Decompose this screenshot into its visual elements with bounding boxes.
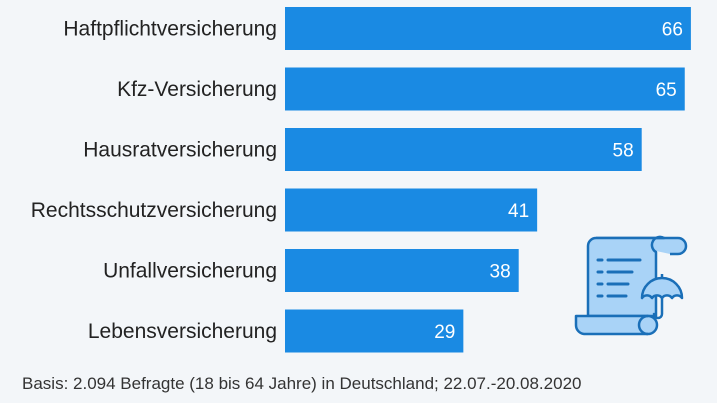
category-label: Lebensversicherung [88,320,277,343]
category-label: Unfallversicherung [103,260,277,283]
category-label: Kfz-Versicherung [117,78,277,101]
category-label: Rechtsschutzversicherung [31,199,277,222]
insurance-document-umbrella-icon [574,235,688,336]
bar [285,67,685,111]
bar-value-label: 38 [490,262,511,283]
bar-chart: Haftpflichtversicherung 66 Kfz-Versicherun… [31,7,691,353]
bar [285,309,464,353]
bar [285,128,642,171]
bar [285,249,519,292]
category-label: Haftpflichtversicherung [63,18,277,41]
bar-value-label: 66 [662,20,683,41]
bar-value-label: 65 [656,80,677,101]
bar-value-label: 41 [508,201,529,222]
bar-value-label: 58 [613,141,634,162]
bar-value-label: 29 [434,322,455,343]
bar [285,7,691,50]
category-label: Hausratversicherung [83,139,277,162]
bar [285,188,538,232]
footnote: Basis: 2.094 Befragte (18 bis 64 Jahre) … [22,374,582,393]
